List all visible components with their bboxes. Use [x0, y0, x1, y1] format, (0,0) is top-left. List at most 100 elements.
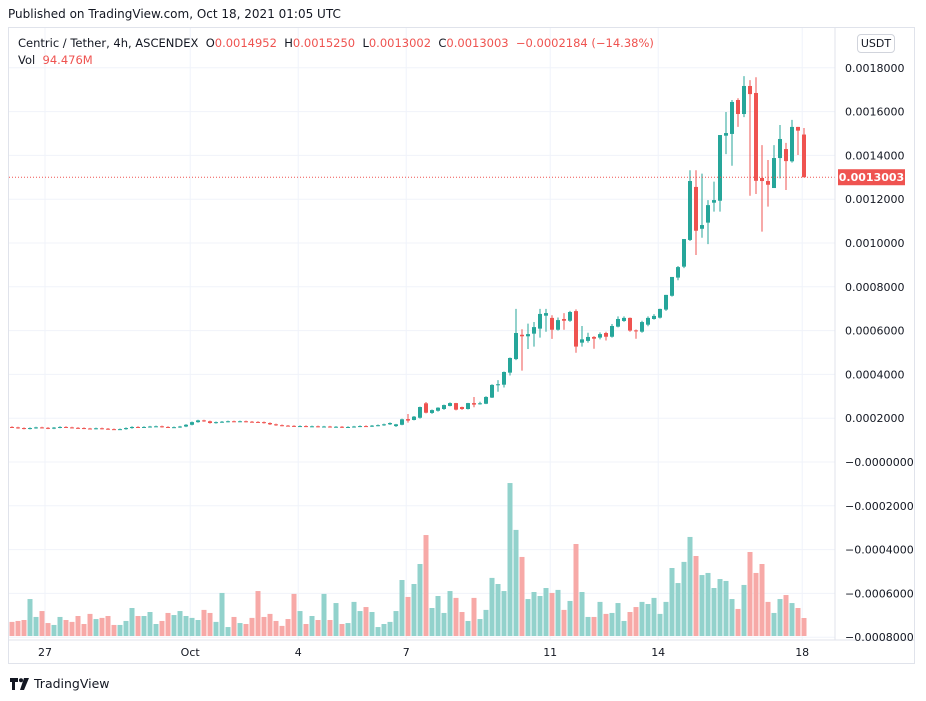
candle-body — [400, 419, 404, 425]
volume-bar — [567, 600, 573, 636]
candle — [490, 384, 494, 399]
volume-bar — [363, 607, 369, 636]
volume-bar — [165, 612, 171, 636]
candle — [400, 418, 404, 426]
candle-body — [154, 426, 158, 428]
change-value: −0.0002184 (−14.38%) — [515, 36, 654, 50]
price-tick-label: −0.0000000 — [845, 456, 914, 469]
candle — [622, 316, 626, 322]
volume-bar — [183, 616, 189, 636]
volume-bar — [435, 596, 441, 636]
volume-bar — [219, 592, 225, 636]
candle — [742, 76, 746, 118]
candle — [658, 308, 662, 319]
volume-bar — [537, 596, 543, 636]
candle — [184, 424, 188, 428]
volume-bar — [285, 619, 291, 636]
volume-bar — [213, 621, 219, 636]
candle — [148, 425, 152, 428]
candle-body — [226, 421, 230, 423]
candle-body — [748, 85, 752, 95]
candle — [64, 426, 68, 429]
candle — [238, 420, 242, 423]
volume-bar — [675, 583, 681, 636]
candle — [52, 426, 56, 430]
candle-body — [286, 425, 290, 427]
currency-button[interactable]: USDT — [857, 34, 895, 53]
candle-body — [730, 101, 734, 134]
candle — [58, 426, 62, 429]
candle — [316, 425, 320, 428]
candle — [394, 423, 398, 427]
candle — [466, 402, 470, 410]
candle — [550, 315, 554, 339]
volume-bar — [195, 620, 201, 636]
volume-bar — [579, 592, 585, 636]
candle-body — [724, 133, 728, 136]
candle — [640, 320, 644, 333]
candle-body — [610, 326, 614, 337]
volume-bar — [591, 616, 597, 636]
tradingview-logo[interactable]: TradingView — [10, 676, 110, 691]
volume-bar — [543, 588, 549, 636]
candle — [502, 371, 506, 388]
time-tick-label: 18 — [795, 646, 809, 659]
candle — [202, 419, 206, 422]
candle-body — [796, 126, 800, 131]
candle — [670, 276, 674, 297]
volume-bar — [417, 564, 423, 636]
candle-body — [520, 334, 524, 337]
volume-bar — [555, 589, 561, 636]
candle-body — [352, 426, 356, 428]
volume-bar — [447, 591, 453, 636]
candle-body — [28, 428, 32, 430]
price-tick-label: −0.0004000 — [845, 544, 914, 557]
volume-bar — [327, 620, 333, 636]
volume-bar — [693, 556, 699, 636]
volume-bar — [291, 593, 297, 636]
volume-bar — [393, 611, 399, 636]
volume-bar — [747, 552, 753, 636]
open-label: O — [205, 36, 215, 50]
candle — [214, 421, 218, 424]
candle — [352, 425, 356, 428]
candle-body — [256, 421, 260, 423]
time-tick-label: 11 — [543, 646, 557, 659]
candle-body — [148, 426, 152, 428]
candle — [562, 313, 566, 330]
candle — [688, 170, 692, 242]
candle-body — [766, 181, 770, 185]
volume-bar — [369, 612, 375, 636]
candle-body — [70, 427, 74, 429]
candle-body — [340, 426, 344, 428]
candle-body — [556, 320, 560, 330]
candle — [256, 421, 260, 423]
candle-body — [418, 407, 422, 418]
candle — [406, 414, 410, 423]
volume-bar — [783, 595, 789, 636]
low-value: 0.0013002 — [368, 36, 432, 50]
time-tick-label: 4 — [295, 646, 302, 659]
candle-body — [802, 134, 806, 178]
volume-bar — [261, 616, 267, 636]
volume-label[interactable]: Vol — [18, 53, 36, 67]
volume-bar — [225, 627, 231, 636]
volume-bar — [507, 483, 513, 636]
candle — [364, 425, 368, 428]
volume-bar — [687, 536, 693, 636]
symbol-title[interactable]: Centric / Tether, 4h, ASCENDEX — [18, 36, 199, 50]
candle-body — [202, 420, 206, 422]
candle-body — [178, 426, 182, 428]
candle-body — [106, 428, 110, 430]
candle — [568, 310, 572, 322]
volume-bar — [453, 597, 459, 636]
price-tick-label: 0.0012000 — [845, 193, 905, 206]
candle — [772, 145, 776, 189]
volume-value: 94.476M — [42, 53, 93, 67]
candle — [334, 426, 338, 428]
candle-body — [118, 429, 122, 431]
volume-bar — [495, 584, 501, 636]
candle-body — [478, 403, 482, 405]
candle-body — [574, 311, 578, 347]
